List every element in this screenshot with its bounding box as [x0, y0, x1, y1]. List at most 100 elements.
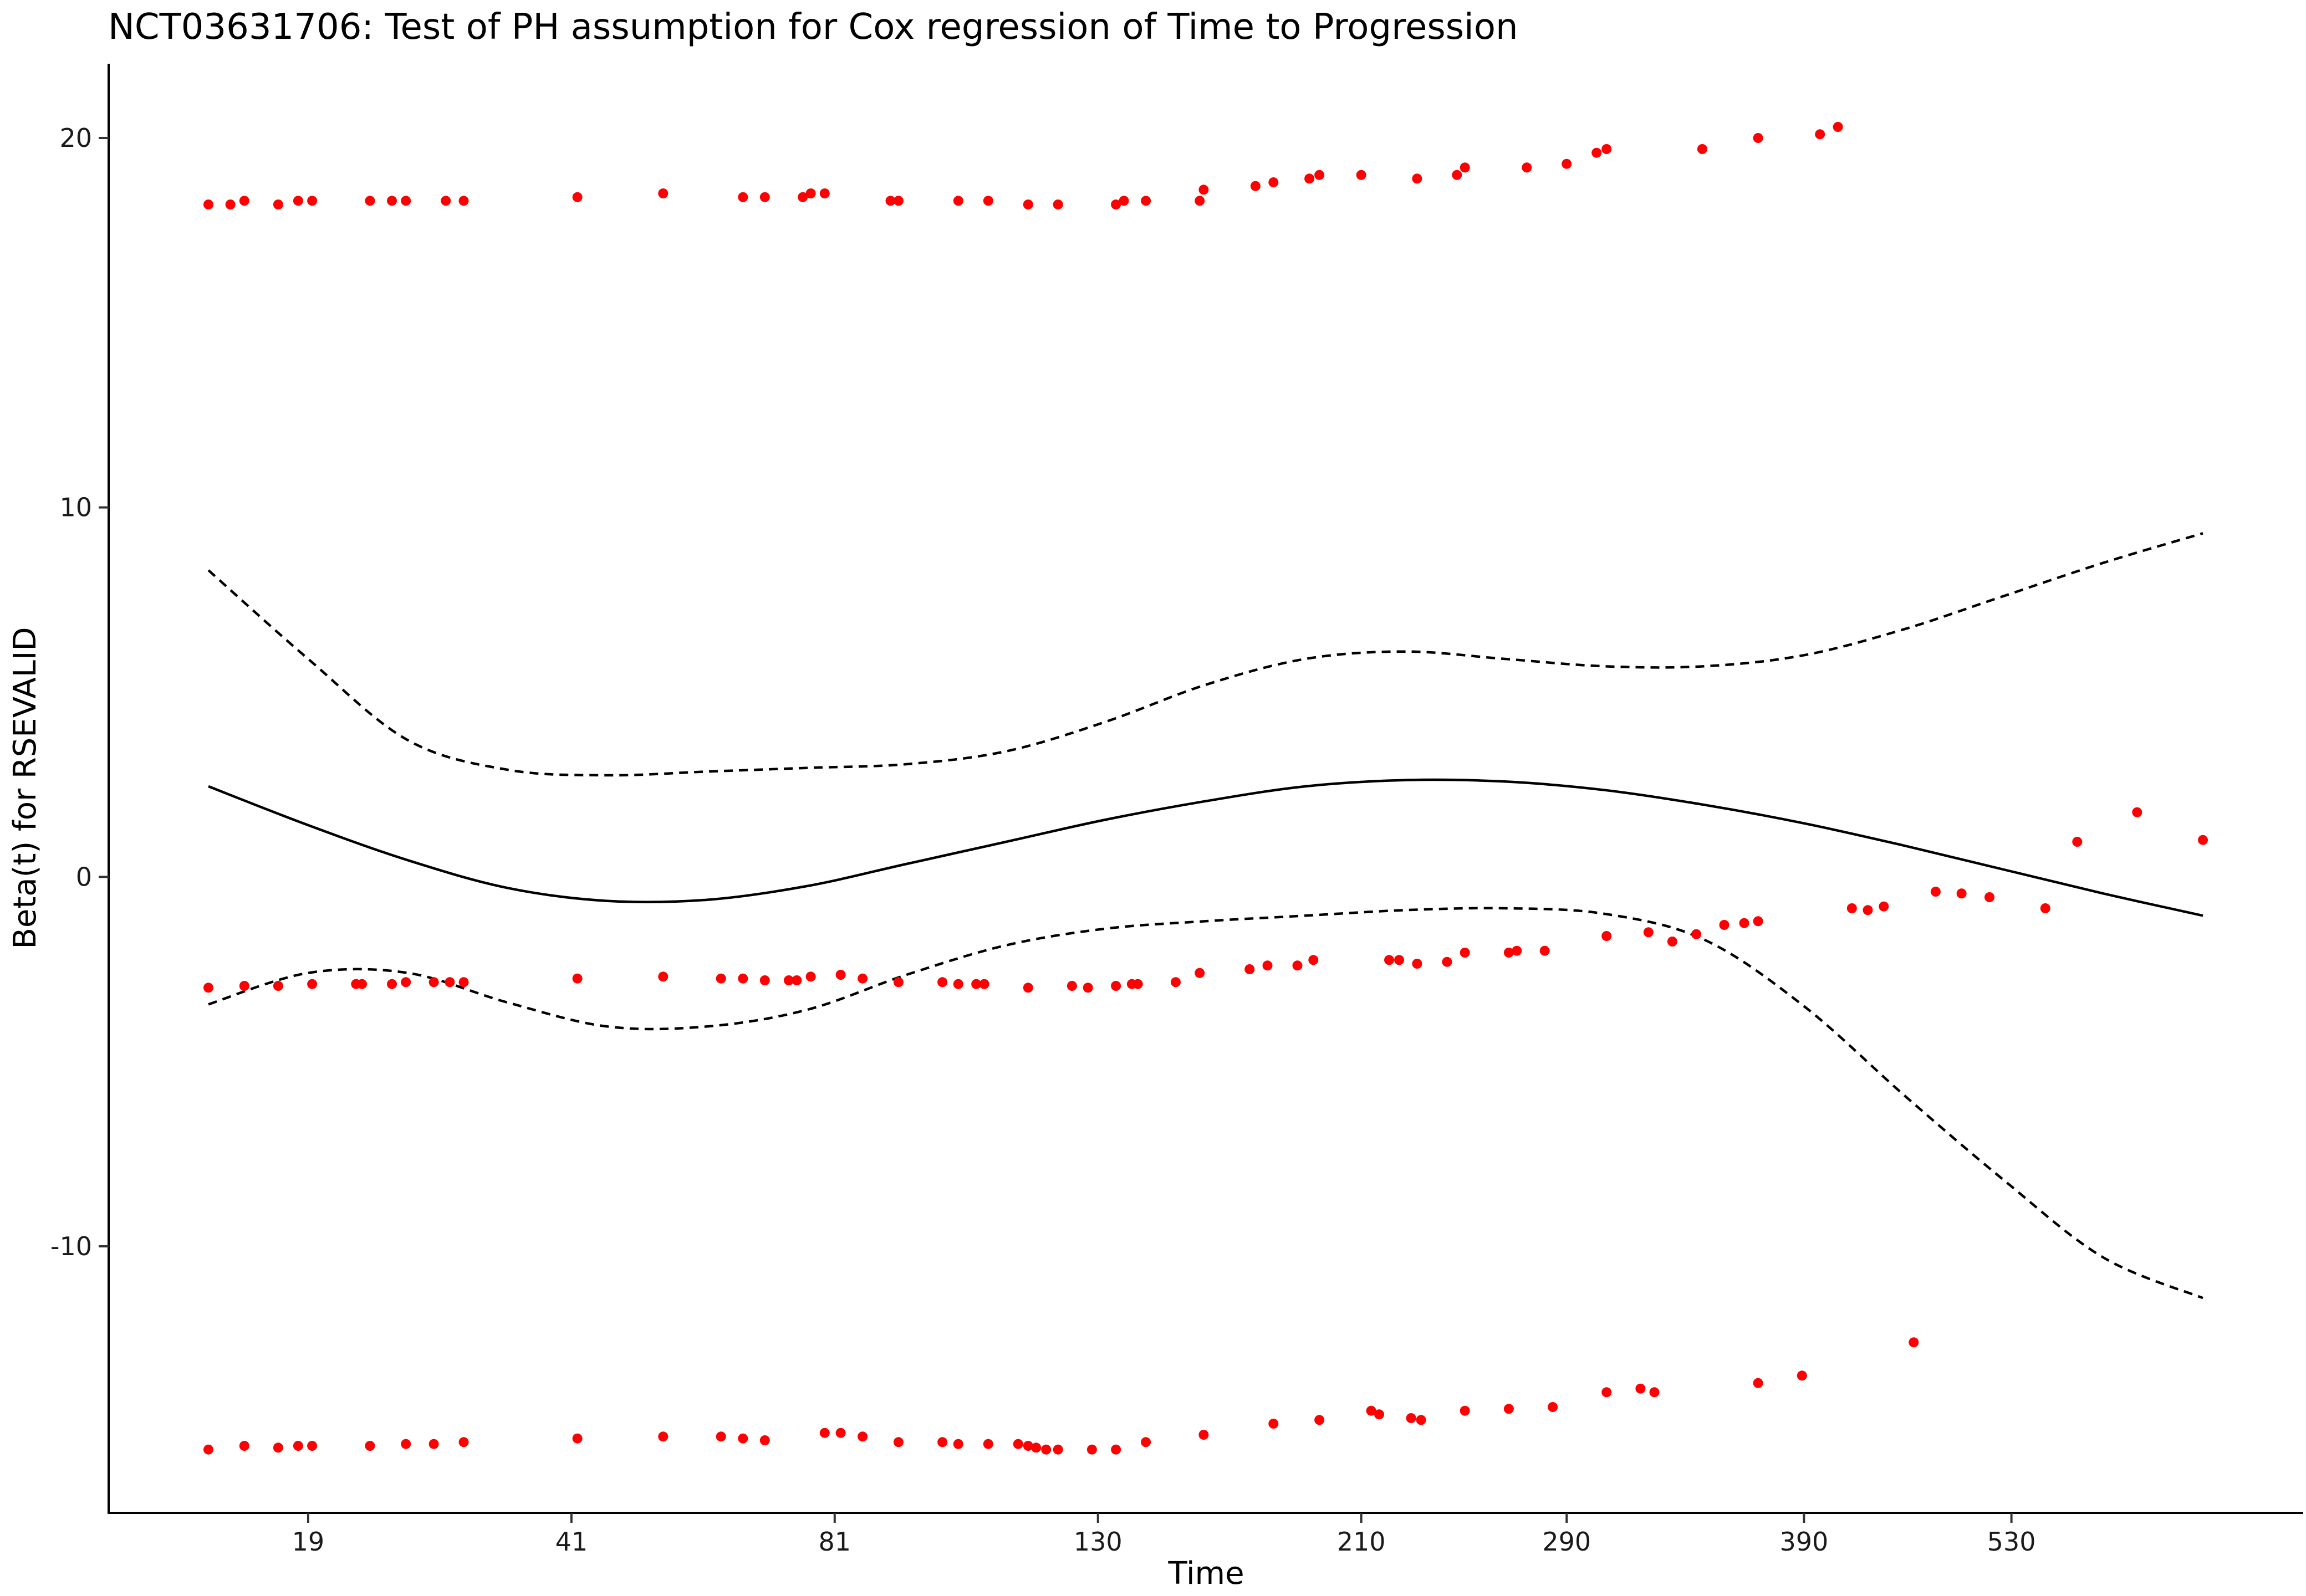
residual-point: [1111, 1444, 1121, 1455]
y-tick-label: 0: [76, 862, 92, 892]
residual-point: [441, 196, 451, 206]
residual-point: [1086, 1444, 1097, 1455]
residual-point: [1452, 170, 1462, 180]
residual-point: [1111, 200, 1121, 209]
residual-point: [885, 196, 896, 206]
upper-ci-line: [207, 532, 2203, 777]
residual-point: [1753, 1378, 1763, 1388]
residual-point: [1083, 983, 1093, 993]
residual-point: [1460, 1405, 1470, 1416]
residual-point: [983, 196, 993, 206]
residual-point: [937, 977, 948, 988]
residual-point: [1041, 1444, 1052, 1455]
residual-point: [1119, 196, 1129, 206]
x-tick-label: 530: [1987, 1527, 2036, 1557]
residual-point: [307, 979, 318, 989]
residual-point: [1374, 1409, 1384, 1420]
residual-point: [798, 192, 808, 202]
lower-ci-line: [208, 907, 2203, 1300]
residual-point: [1132, 979, 1143, 989]
residual-point: [458, 196, 469, 206]
residual-point: [2132, 807, 2142, 817]
residual-point: [805, 971, 816, 982]
residual-point: [203, 200, 213, 209]
residual-point: [1304, 173, 1315, 184]
residual-point: [979, 979, 989, 989]
residual-point: [1562, 158, 1572, 169]
residual-point: [658, 1431, 669, 1442]
residual-point: [2072, 837, 2083, 847]
residual-point: [1141, 1437, 1151, 1447]
residual-point: [1406, 1413, 1416, 1423]
residual-point: [1667, 937, 1677, 947]
residual-point: [716, 973, 726, 984]
y-tick-label: 10: [59, 493, 92, 523]
residual-point: [716, 1431, 726, 1442]
y-axis-title: Beta(t) for RSEVALID: [7, 627, 43, 949]
residual-point: [971, 979, 982, 989]
residual-point: [1195, 968, 1205, 978]
residual-point: [239, 196, 249, 206]
residual-point: [1111, 981, 1121, 991]
residual-point: [1314, 170, 1325, 180]
residual-point: [307, 1441, 318, 1451]
residual-point: [819, 188, 830, 198]
residual-point: [1023, 983, 1033, 993]
residual-point: [1356, 170, 1366, 180]
residual-point: [572, 1433, 583, 1444]
residual-point: [1601, 144, 1612, 154]
residual-point: [1314, 1415, 1325, 1425]
residual-point: [658, 188, 669, 198]
residual-point: [1031, 1442, 1042, 1453]
residual-point: [1460, 948, 1470, 958]
residual-point: [1548, 1402, 1558, 1412]
residual-point: [401, 977, 411, 988]
residual-point: [658, 971, 669, 982]
residual-point: [893, 1437, 904, 1447]
residual-point: [1384, 955, 1394, 965]
x-tick-label: 19: [292, 1527, 325, 1557]
residual-point: [1053, 1444, 1063, 1455]
residual-point: [1691, 929, 1702, 939]
residual-point: [273, 981, 283, 991]
residual-point: [937, 1437, 948, 1447]
residual-point: [1013, 1439, 1023, 1449]
residual-point: [1394, 955, 1404, 965]
residual-point: [858, 973, 868, 984]
residual-point: [1503, 948, 1514, 958]
residual-point: [401, 196, 411, 206]
residual-point: [1930, 887, 1941, 897]
x-tick-label: 81: [818, 1527, 851, 1557]
residual-point: [738, 1433, 748, 1444]
residual-point: [428, 1439, 439, 1449]
residual-point: [293, 1441, 303, 1451]
residual-point: [365, 196, 375, 206]
residual-point: [239, 981, 249, 991]
residual-point: [1739, 918, 1749, 928]
x-tick-label: 41: [555, 1527, 588, 1557]
residual-point: [1879, 901, 1889, 912]
residual-point: [1635, 1383, 1646, 1394]
residual-point: [893, 196, 904, 206]
residual-point: [893, 977, 904, 988]
residual-point: [835, 970, 846, 980]
residual-point: [1292, 960, 1303, 971]
chart-title: NCT03631706: Test of PH assumption for C…: [108, 7, 1518, 48]
residual-point: [1591, 147, 1602, 158]
residual-point: [1797, 1370, 1807, 1381]
residual-point: [572, 973, 583, 984]
residual-point: [1539, 945, 1550, 956]
residual-point: [357, 979, 367, 989]
residual-point: [1198, 185, 1209, 195]
residual-point: [1512, 945, 1522, 956]
residual-point: [819, 1428, 830, 1438]
residual-point: [1412, 959, 1422, 969]
x-tick-label: 210: [1337, 1527, 1386, 1557]
residual-point: [1863, 905, 1873, 915]
residual-point: [401, 1439, 411, 1449]
residual-point: [1268, 1419, 1279, 1429]
confidence-band: [207, 532, 2203, 1300]
residual-point: [239, 1441, 249, 1451]
residual-point: [1053, 200, 1063, 209]
